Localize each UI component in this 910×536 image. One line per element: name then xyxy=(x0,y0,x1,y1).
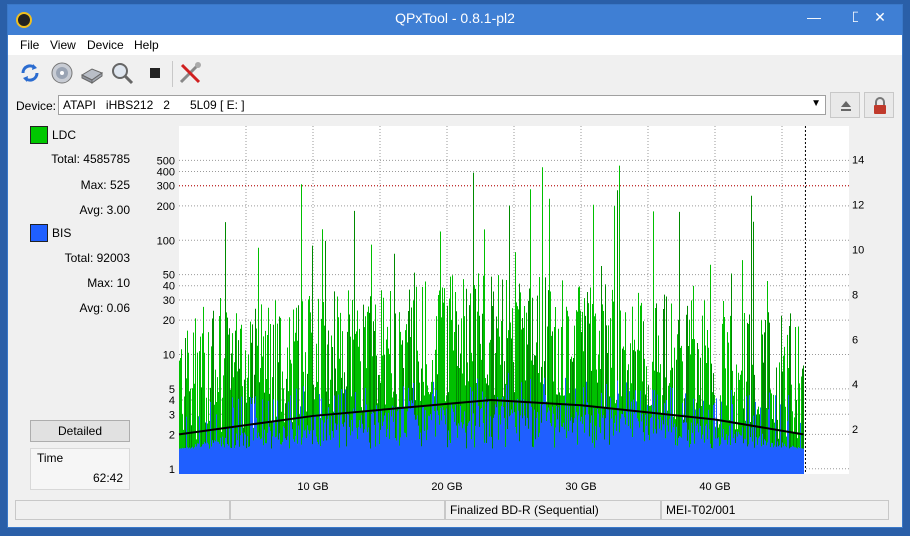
ldc-label: LDC xyxy=(52,128,77,142)
device-select[interactable]: ATAPI iHBS212 2 5L09 [ E: ] ▼ xyxy=(58,95,826,115)
lock-icon xyxy=(874,97,886,114)
device-label: Device: xyxy=(16,99,57,113)
qpxtool-logo-icon xyxy=(16,12,32,28)
window-title: QPxTool - 0.8.1-pl2 xyxy=(395,10,515,26)
device-value: ATAPI iHBS212 2 5L09 [ E: ] xyxy=(63,98,245,112)
lock-button[interactable] xyxy=(864,92,894,118)
bis-total: Total: 92003 xyxy=(18,251,130,265)
bis-total-value: 92003 xyxy=(96,251,130,265)
y-tick-label: 20 xyxy=(163,315,175,327)
disc-type-status: Finalized BD-R (Sequential) xyxy=(445,500,661,520)
status-cell-empty-1 xyxy=(15,500,230,520)
ldc-color-swatch[interactable] xyxy=(30,126,48,144)
menu-view[interactable]: View xyxy=(50,38,76,52)
ldc-max: Max: 525 xyxy=(18,178,130,192)
close-button[interactable]: ✕ xyxy=(858,5,902,29)
bis-avg: Avg: 0.06 xyxy=(18,301,131,315)
y-tick-label: 2 xyxy=(169,429,175,441)
speed-curve-line xyxy=(178,398,804,436)
time-label: Time xyxy=(37,451,64,465)
y-tick-label: 30 xyxy=(163,295,175,307)
y-tick-label: 3 xyxy=(169,409,175,421)
ldc-total-value: 4585785 xyxy=(83,152,130,166)
y2-tick-label: 10 xyxy=(852,244,864,256)
menu-bar: File View Device Help xyxy=(8,35,902,55)
minimize-button[interactable]: — xyxy=(807,9,821,25)
y-tick-label: 300 xyxy=(157,181,175,193)
y2-tick-label: 14 xyxy=(852,155,864,167)
y-tick-label: 1 xyxy=(169,464,175,476)
y2-tick-label: 12 xyxy=(852,200,864,212)
y-tick-label: 10 xyxy=(163,350,175,362)
y-tick-label: 400 xyxy=(157,166,175,178)
bis-max: Max: 10 xyxy=(18,276,130,290)
toolbar xyxy=(8,55,902,91)
bis-series xyxy=(179,372,804,474)
menu-file[interactable]: File xyxy=(20,38,40,52)
y-tick-label: 5 xyxy=(169,384,175,396)
ldc-avg-label: Avg: xyxy=(79,203,104,217)
ldc-avg-value: 3.00 xyxy=(106,203,130,217)
refresh-icon[interactable] xyxy=(18,61,42,85)
ldc-max-label: Max: xyxy=(80,178,107,192)
detailed-button[interactable]: Detailed xyxy=(30,420,130,442)
y-tick-label: 100 xyxy=(157,235,175,247)
ldc-max-value: 525 xyxy=(109,178,130,192)
menu-device[interactable]: Device xyxy=(87,38,124,52)
x-axis-ticks: 10 GB 20 GB 30 GB 40 GB xyxy=(297,481,730,493)
y2-axis-ticks: 2 4 6 8 10 12 14 xyxy=(852,155,864,436)
y-tick-label: 500 xyxy=(157,155,175,167)
y-tick-label: 50 xyxy=(163,270,175,282)
x-tick-label: 40 GB xyxy=(699,481,730,493)
time-box: Time 62:42 xyxy=(30,448,130,490)
x-tick-label: 10 GB xyxy=(297,481,328,493)
y-tick-label: 40 xyxy=(163,281,175,293)
title-bar[interactable]: QPxTool - 0.8.1-pl2 — ☐ ✕ xyxy=(8,5,902,35)
ldc-total: Total: 4585785 xyxy=(18,152,130,166)
ldc-total-label: Total: xyxy=(51,152,80,166)
media-info-icon[interactable] xyxy=(50,61,74,85)
y2-tick-label: 8 xyxy=(852,289,858,301)
y2-tick-label: 6 xyxy=(852,334,858,346)
status-bar: Finalized BD-R (Sequential) MEI-T02/001 xyxy=(15,500,903,522)
y-tick-label: 200 xyxy=(157,201,175,213)
eject-icon xyxy=(841,101,851,111)
bis-max-value: 10 xyxy=(116,276,130,290)
bis-max-label: Max: xyxy=(87,276,114,290)
x-tick-label: 20 GB xyxy=(431,481,462,493)
zoom-icon[interactable] xyxy=(110,61,134,85)
bis-color-swatch[interactable] xyxy=(30,224,48,242)
settings-icon[interactable] xyxy=(178,61,202,85)
x-tick-label: 30 GB xyxy=(565,481,596,493)
y-tick-label: 4 xyxy=(169,395,175,407)
toolbar-separator xyxy=(172,61,173,87)
speed-curve xyxy=(178,398,804,436)
media-id-status: MEI-T02/001 xyxy=(661,500,889,520)
y2-tick-label: 4 xyxy=(852,379,858,391)
bis-avg-label: Avg: xyxy=(79,301,104,315)
scan-drive-icon[interactable] xyxy=(80,61,104,85)
status-cell-empty-2 xyxy=(230,500,445,520)
chevron-down-icon: ▼ xyxy=(811,98,821,109)
y2-tick-label: 2 xyxy=(852,424,858,436)
menu-help[interactable]: Help xyxy=(134,38,159,52)
device-bar: Device: ATAPI iHBS212 2 5L09 [ E: ] ▼ xyxy=(8,92,902,120)
bis-avg-value: 0.06 xyxy=(106,301,130,315)
stop-icon[interactable] xyxy=(143,61,167,85)
bis-label: BIS xyxy=(52,226,72,240)
stats-panel: LDC Total: 4585785 Max: 525 Avg: 3.00 BI… xyxy=(18,122,134,492)
bis-total-label: Total: xyxy=(64,251,94,265)
time-value: 62:42 xyxy=(92,471,123,485)
ldc-avg: Avg: 3.00 xyxy=(18,203,131,217)
eject-button[interactable] xyxy=(830,92,860,118)
